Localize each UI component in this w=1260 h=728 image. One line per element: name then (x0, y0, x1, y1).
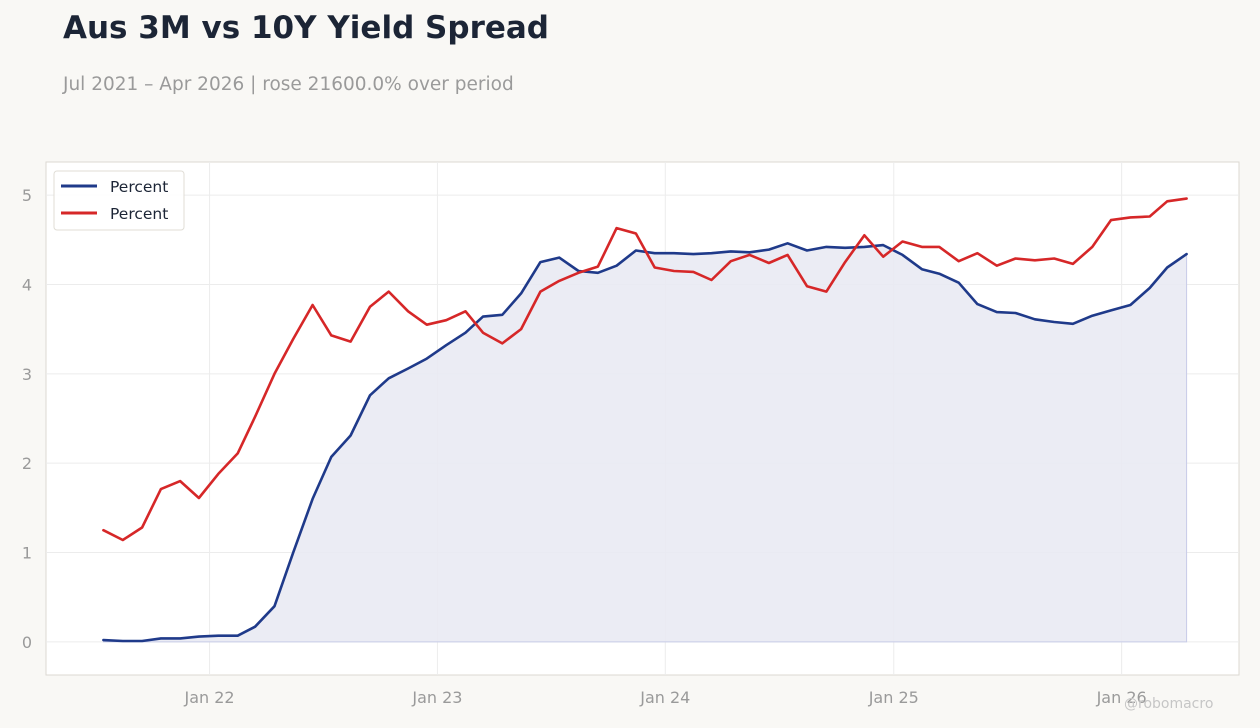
x-axis-ticks: Jan 22 Jan 23 Jan 24 Jan 25 Jan 26 (184, 688, 1147, 707)
y-tick-label: 0 (22, 633, 32, 652)
series-line-layer (102, 197, 1188, 643)
legend: Percent Percent (53, 170, 185, 231)
x-tick-label: Jan 22 (184, 688, 235, 707)
series-line-1 (102, 197, 1188, 542)
y-tick-label: 3 (22, 365, 32, 384)
legend-label-10y: Percent (110, 205, 168, 223)
x-tick-label: Jan 23 (411, 688, 462, 707)
y-tick-label: 2 (22, 454, 32, 473)
y-tick-label: 1 (22, 544, 32, 563)
x-tick-label: Jan 26 (1096, 688, 1147, 707)
y-tick-label: 4 (22, 275, 32, 294)
x-tick-label: Jan 25 (868, 688, 919, 707)
y-axis-ticks: 0 1 2 3 4 5 (22, 186, 32, 652)
legend-label-3m: Percent (110, 178, 168, 196)
x-tick-label: Jan 24 (639, 688, 690, 707)
chart-title: Aus 3M vs 10Y Yield Spread (63, 10, 549, 46)
watermark: @robomacro (1124, 696, 1214, 712)
y-tick-label: 5 (22, 186, 32, 205)
chart-subtitle: Jul 2021 – Apr 2026 | rose 21600.0% over… (63, 74, 514, 95)
